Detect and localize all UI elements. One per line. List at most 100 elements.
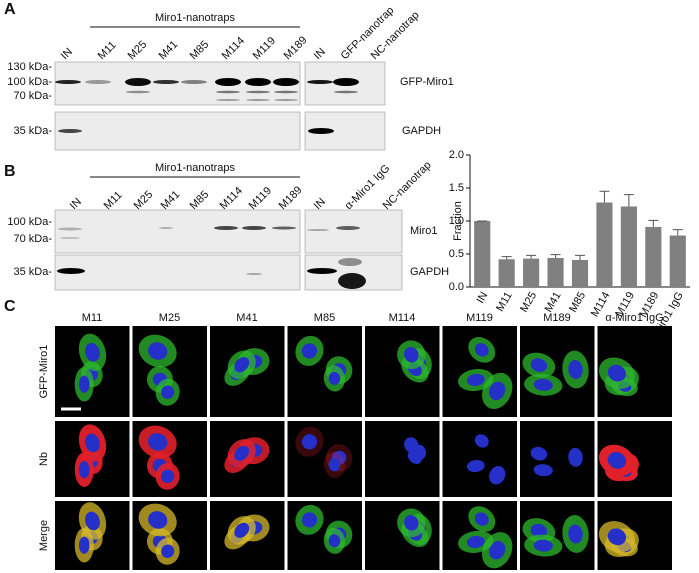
x-tick-label: M25: [518, 290, 539, 315]
nucleus: [234, 522, 250, 538]
nucleus: [161, 544, 175, 558]
row-label: Merge: [38, 520, 50, 551]
nucleus: [533, 539, 553, 552]
band: [85, 80, 111, 84]
lane-label: M85: [188, 189, 212, 213]
band: [159, 227, 173, 229]
nucleus: [530, 358, 548, 372]
panel-label: A: [4, 1, 16, 18]
column-label: M189: [543, 312, 571, 324]
error-bar: [623, 194, 634, 207]
band: [274, 99, 298, 101]
lane-label: IN: [312, 46, 328, 62]
band: [60, 237, 80, 239]
error-bar: [575, 254, 585, 260]
nucleus: [607, 528, 627, 546]
nucleus: [568, 360, 583, 379]
column-label: M41: [236, 312, 257, 324]
nucleus: [404, 437, 419, 453]
blot-label: GAPDH: [402, 125, 441, 137]
band: [214, 226, 238, 230]
lane-label: M41: [159, 189, 183, 213]
micrograph: [287, 326, 362, 417]
group-label: Miro1-nanotraps: [155, 162, 236, 174]
nucleus: [404, 515, 419, 531]
micrograph: [597, 326, 672, 417]
blot-label: Miro1: [410, 225, 438, 237]
x-tick-label: M41: [543, 290, 564, 315]
nucleus: [533, 378, 553, 391]
micrograph: [520, 421, 595, 497]
panel-label: B: [4, 163, 16, 180]
micrograph: [132, 421, 207, 497]
micrograph: [365, 501, 440, 570]
nucleus: [533, 464, 553, 477]
nucleus: [85, 433, 100, 453]
band: [272, 226, 296, 230]
band: [57, 268, 85, 274]
micrograph: [442, 326, 517, 417]
nucleus: [161, 385, 175, 399]
micrograph: [132, 326, 207, 417]
micrograph: [597, 421, 672, 497]
bar: [498, 259, 515, 287]
nucleus: [474, 343, 489, 357]
column-label: M114: [389, 312, 416, 324]
y-tick-label: 1.5: [449, 182, 464, 194]
band: [246, 99, 270, 101]
lane-label: M11: [96, 39, 119, 62]
error-bar: [501, 256, 512, 260]
nucleus: [466, 460, 485, 473]
error-bar: [599, 190, 610, 203]
column-label: M119: [466, 312, 493, 324]
marker-label: 100 kDa-: [7, 216, 52, 228]
band: [308, 128, 334, 134]
nucleus: [78, 461, 90, 479]
marker-label: 35 kDa-: [13, 266, 52, 278]
micrograph-bg: [365, 421, 440, 497]
nucleus: [474, 512, 489, 526]
nucleus: [85, 511, 100, 531]
bar: [645, 226, 662, 287]
blot: [304, 209, 403, 254]
micrograph: [442, 501, 517, 570]
nucleus: [328, 371, 341, 385]
lane-label: M85: [188, 39, 212, 63]
lane-label: M119: [247, 185, 274, 212]
band: [181, 80, 207, 84]
marker-label: 35 kDa-: [13, 125, 52, 137]
nucleus: [148, 342, 168, 360]
bar: [669, 235, 686, 287]
nucleus: [234, 357, 250, 373]
nucleus: [474, 434, 489, 448]
bar: [523, 258, 540, 287]
nucleus: [489, 381, 506, 401]
band: [273, 78, 299, 86]
micrograph: [55, 421, 130, 497]
nucleus: [161, 469, 175, 484]
bar: [596, 202, 613, 287]
band: [242, 226, 266, 230]
band: [307, 229, 329, 231]
marker-label: 70 kDa-: [13, 90, 52, 102]
micrograph: [210, 326, 285, 417]
nucleus: [148, 433, 168, 451]
row-label: GFP-Miro1: [38, 345, 50, 399]
panel-label: C: [4, 298, 16, 315]
band: [125, 78, 151, 86]
lane-label: M189: [277, 184, 305, 212]
micrograph: [210, 421, 285, 497]
y-tick-label: 1.0: [449, 215, 464, 227]
nucleus: [568, 447, 583, 467]
band: [245, 78, 271, 86]
column-label: α-Miro1 IgG: [605, 312, 663, 324]
band: [246, 273, 262, 275]
nucleus: [404, 346, 419, 363]
band: [307, 80, 333, 84]
lane-label: M25: [132, 189, 156, 213]
nucleus: [301, 343, 318, 359]
nucleus: [78, 536, 90, 554]
nucleus: [148, 511, 168, 529]
y-tick-label: 0.5: [449, 248, 464, 260]
